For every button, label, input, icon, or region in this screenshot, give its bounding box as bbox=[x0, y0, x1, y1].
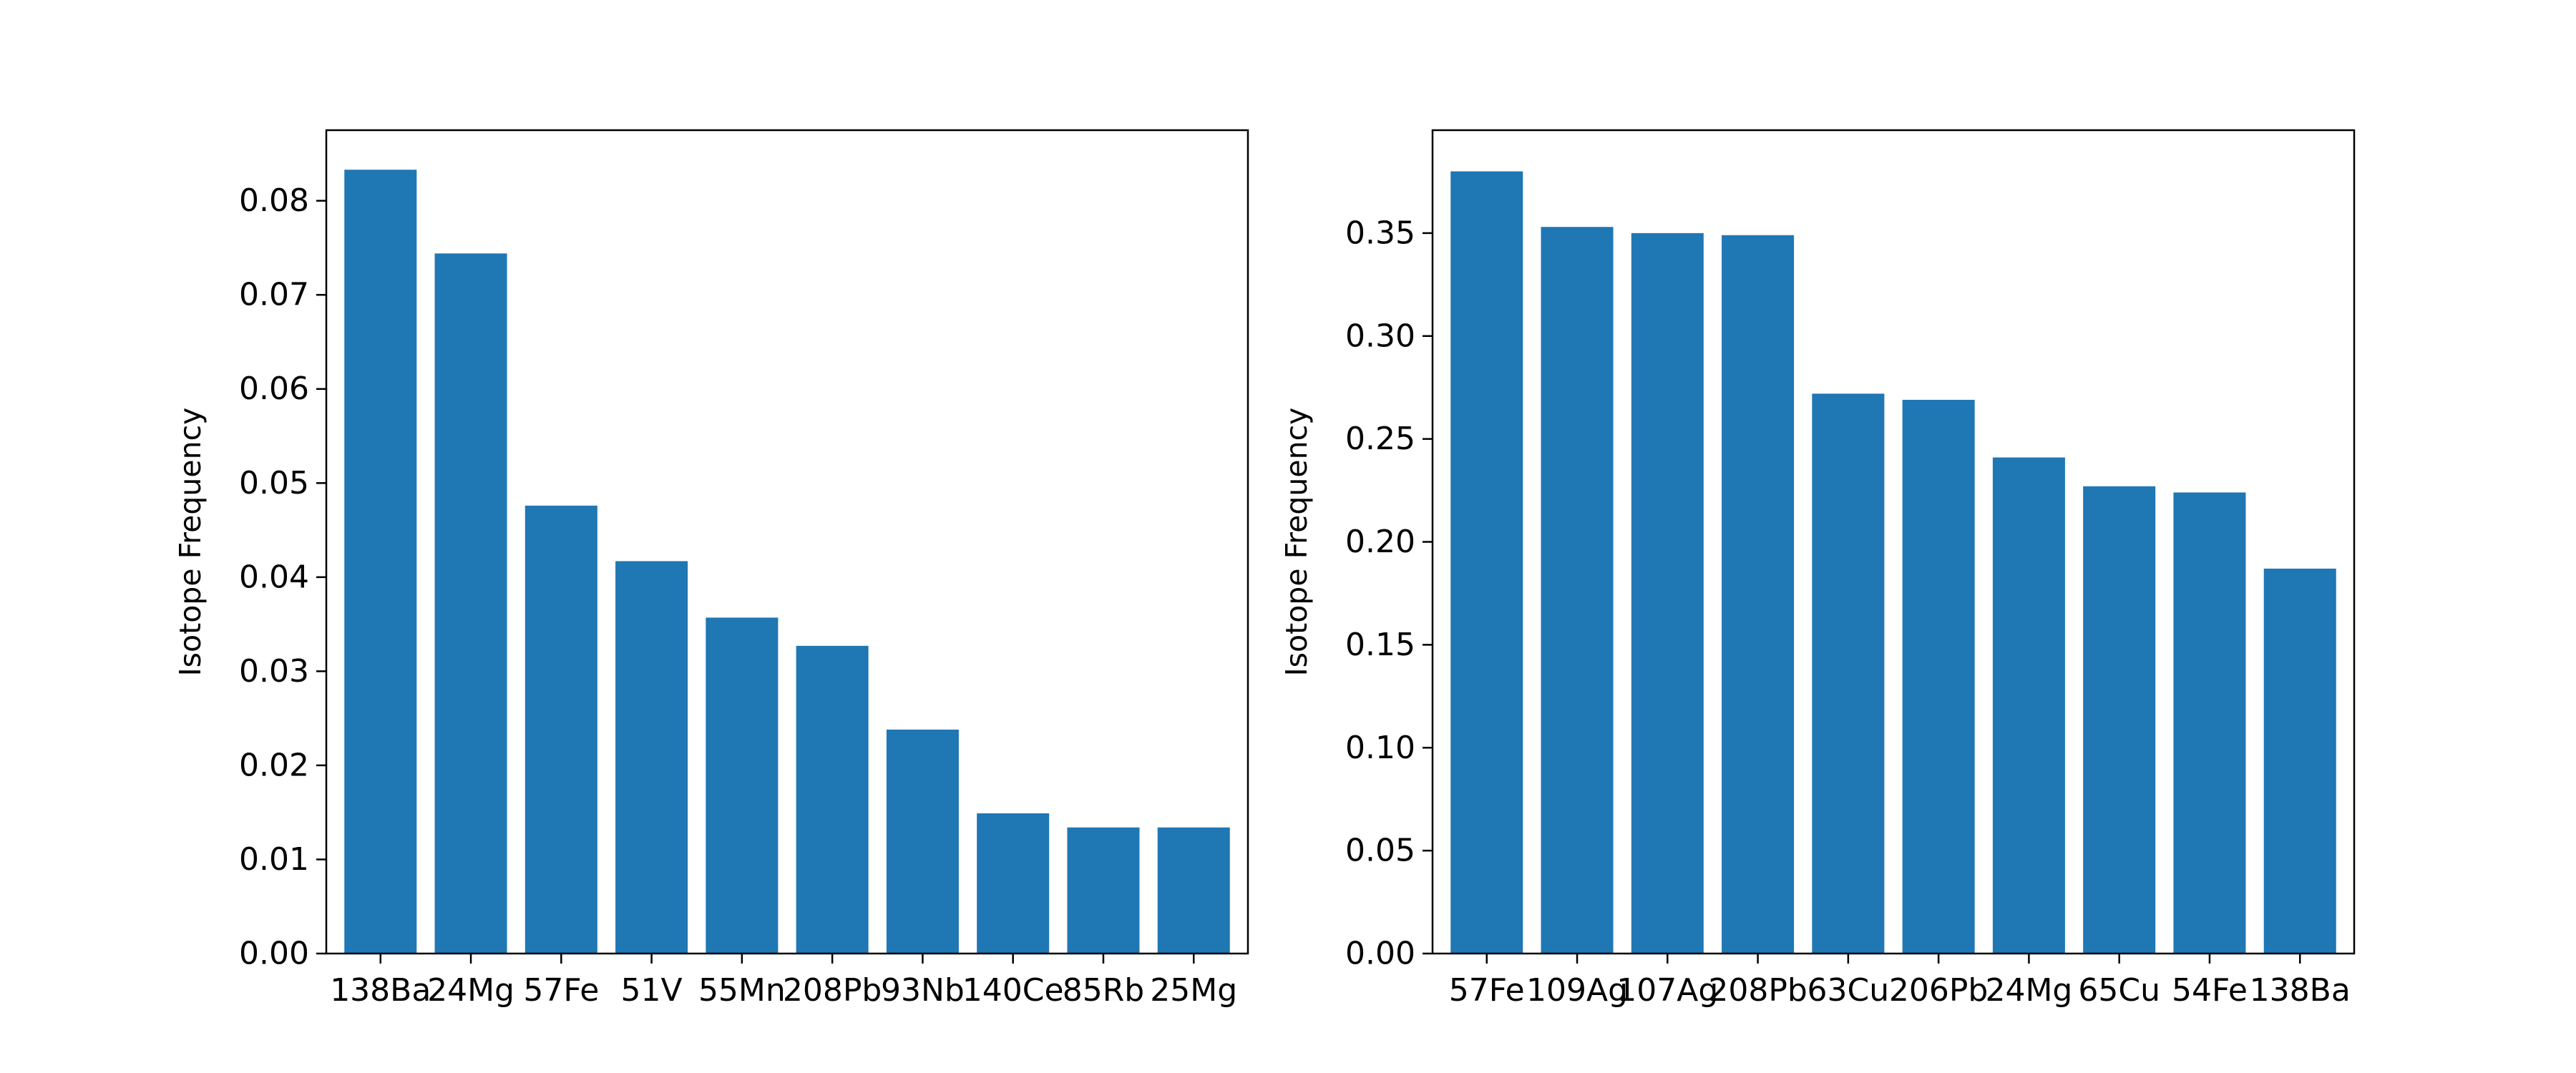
bar bbox=[525, 505, 597, 954]
bar bbox=[1902, 399, 1975, 954]
y-tick-label: 0.08 bbox=[239, 182, 309, 219]
x-tick-label: 63Cu bbox=[1807, 972, 1890, 1009]
plot-frame bbox=[325, 129, 1249, 955]
x-tick-label: 57Fe bbox=[1449, 972, 1525, 1009]
bar bbox=[706, 617, 779, 954]
bar bbox=[615, 561, 688, 954]
bar bbox=[796, 645, 869, 954]
x-tick-label: 24Mg bbox=[1985, 972, 2072, 1009]
x-tick-label: 54Fe bbox=[2172, 972, 2248, 1009]
y-tick-label: 0.00 bbox=[1345, 936, 1415, 972]
x-tick-label: 208Pb bbox=[783, 972, 882, 1009]
y-axis-label: Isotope Frequency bbox=[173, 408, 208, 677]
bar bbox=[1157, 827, 1230, 954]
x-tick-label: 109Ag bbox=[1526, 972, 1628, 1009]
x-tick-label: 93Nb bbox=[881, 972, 965, 1009]
y-tick-label: 0.04 bbox=[239, 559, 309, 595]
y-tick-label: 0.00 bbox=[239, 936, 309, 972]
x-tick-label: 51V bbox=[621, 972, 683, 1009]
x-tick-label: 85Rb bbox=[1063, 972, 1145, 1009]
y-tick-label: 0.20 bbox=[1345, 524, 1415, 560]
x-tick-label: 208Pb bbox=[1708, 972, 1807, 1009]
bar bbox=[977, 813, 1050, 954]
x-tick-label: 24Mg bbox=[427, 972, 514, 1009]
y-tick-label: 0.03 bbox=[239, 653, 309, 690]
right-bar-chart: 0.00 0.05 0.10 0.15 0.20 0.25 0.30 0.35 57Fe 109A… bbox=[1279, 129, 2356, 1009]
y-tick-label: 0.10 bbox=[1345, 730, 1415, 766]
bar bbox=[1631, 232, 1704, 954]
y-tick-label: 0.02 bbox=[239, 747, 309, 783]
x-tick-label: 138Ba bbox=[2250, 972, 2351, 1009]
y-tick-label: 0.15 bbox=[1345, 627, 1415, 663]
bar bbox=[434, 253, 507, 954]
bar bbox=[1812, 393, 1885, 954]
y-tick-label: 0.07 bbox=[239, 277, 309, 313]
bar bbox=[2173, 492, 2246, 954]
x-tick-label: 140Ce bbox=[962, 972, 1064, 1009]
bar bbox=[1992, 457, 2065, 954]
x-tick-label: 107Ag bbox=[1616, 972, 1718, 1009]
bar bbox=[1067, 827, 1140, 954]
bar bbox=[344, 170, 417, 954]
bar bbox=[1722, 235, 1795, 954]
y-tick-label: 0.25 bbox=[1345, 421, 1415, 457]
bar bbox=[1450, 171, 1523, 954]
y-tick-label: 0.01 bbox=[239, 841, 309, 878]
y-tick-label: 0.05 bbox=[1345, 833, 1415, 869]
x-tick-label: 206Pb bbox=[1889, 972, 1988, 1009]
x-tick-label: 65Cu bbox=[2078, 972, 2160, 1009]
bar bbox=[1541, 227, 1614, 954]
y-tick-label: 0.35 bbox=[1345, 215, 1415, 251]
x-tick-label: 25Mg bbox=[1150, 972, 1237, 1009]
bar bbox=[886, 729, 959, 954]
x-tick-label: 138Ba bbox=[330, 972, 431, 1009]
y-tick-label: 0.30 bbox=[1345, 318, 1415, 354]
y-tick-label: 0.06 bbox=[239, 371, 309, 407]
x-tick-label: 57Fe bbox=[523, 972, 599, 1009]
bar bbox=[2263, 568, 2336, 954]
y-axis-label: Isotope Frequency bbox=[1279, 408, 1314, 677]
y-tick-label: 0.05 bbox=[239, 465, 309, 501]
bar bbox=[2083, 486, 2156, 954]
x-tick-label: 55Mn bbox=[698, 972, 786, 1009]
left-bar-chart: 0.00 0.01 0.02 0.03 0.04 0.05 0.06 0.07 0.08 138B… bbox=[173, 129, 1249, 1009]
